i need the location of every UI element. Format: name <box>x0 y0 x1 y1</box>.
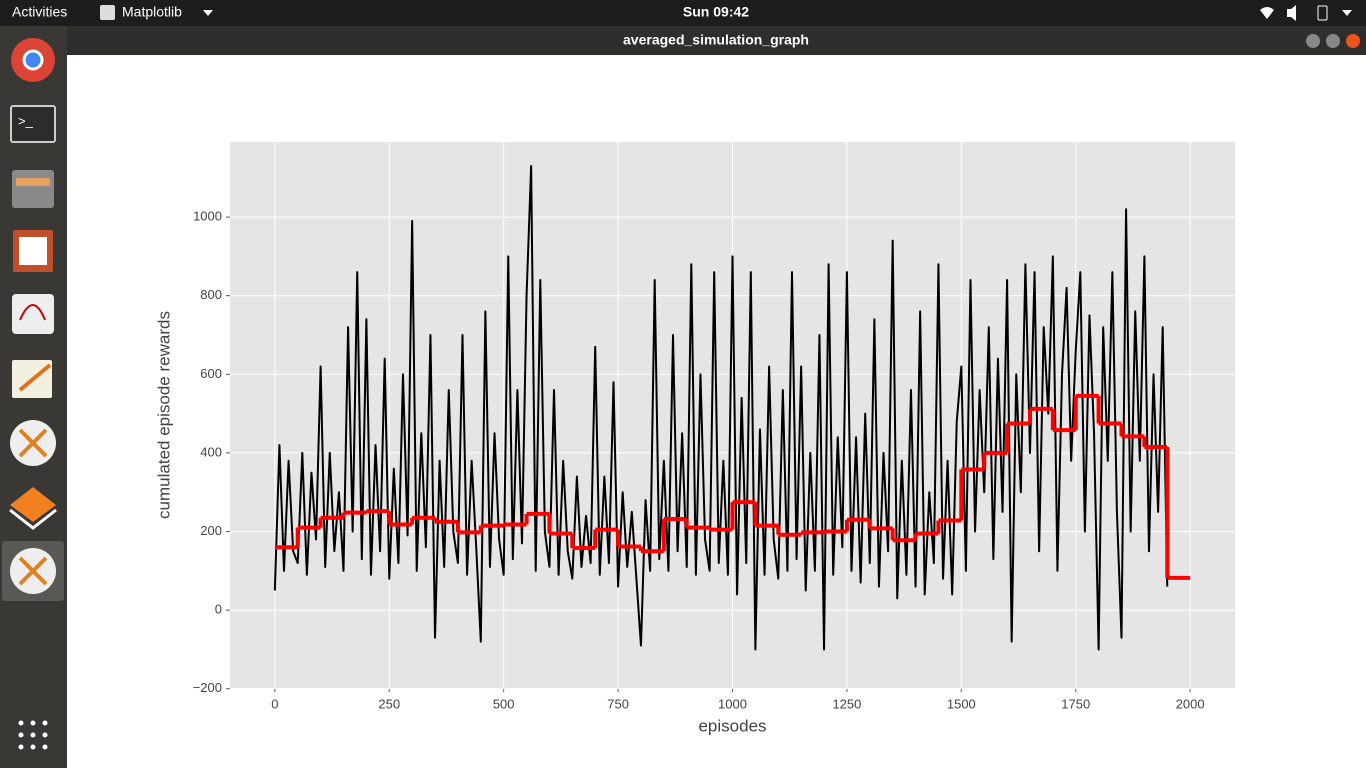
y-tick-label: 400 <box>200 444 222 459</box>
svg-text:>_: >_ <box>18 113 34 128</box>
close-button[interactable] <box>1346 34 1360 48</box>
maximize-button[interactable] <box>1326 34 1340 48</box>
x-tick-label: 1500 <box>947 696 976 711</box>
y-axis-label: cumulated episode rewards <box>154 311 173 519</box>
x-tick-label: 1750 <box>1061 696 1090 711</box>
dock-icons[interactable]: >_ <box>9 38 57 750</box>
window-title: averaged_simulation_graph <box>623 32 809 48</box>
top-bar <box>0 0 1366 26</box>
title-bar <box>67 26 1366 55</box>
minimize-button[interactable] <box>1306 34 1320 48</box>
x-tick-label: 1250 <box>832 696 861 711</box>
x-tick-label: 250 <box>378 696 400 711</box>
menu-arrow <box>203 10 213 16</box>
episode-reward-line <box>273 164 1169 651</box>
x-axis-label: episodes <box>698 716 766 735</box>
x-tick-label: 0 <box>271 696 278 711</box>
y-tick-label: 0 <box>215 602 222 617</box>
x-tick-label: 750 <box>607 696 629 711</box>
x-tick-label: 2000 <box>1176 696 1205 711</box>
x-tick-label: 1000 <box>718 696 747 711</box>
y-tick-label: 600 <box>200 366 222 381</box>
app-menu[interactable]: Matplotlib <box>122 4 182 20</box>
activities[interactable]: Activities <box>12 4 67 20</box>
status-icons[interactable] <box>1260 5 1352 21</box>
x-tick-label: 500 <box>493 696 515 711</box>
y-tick-label: 200 <box>200 523 222 538</box>
clock[interactable]: Sun 09:42 <box>683 4 749 20</box>
y-tick-label: −200 <box>193 680 222 695</box>
plot: 0 250 500 750 1000 1250 1500 1750 2000 −200 0 200 40… <box>154 142 1235 735</box>
y-tick-label: 800 <box>200 287 222 302</box>
app-icon <box>100 5 115 20</box>
y-tick-label: 1000 <box>193 209 222 224</box>
